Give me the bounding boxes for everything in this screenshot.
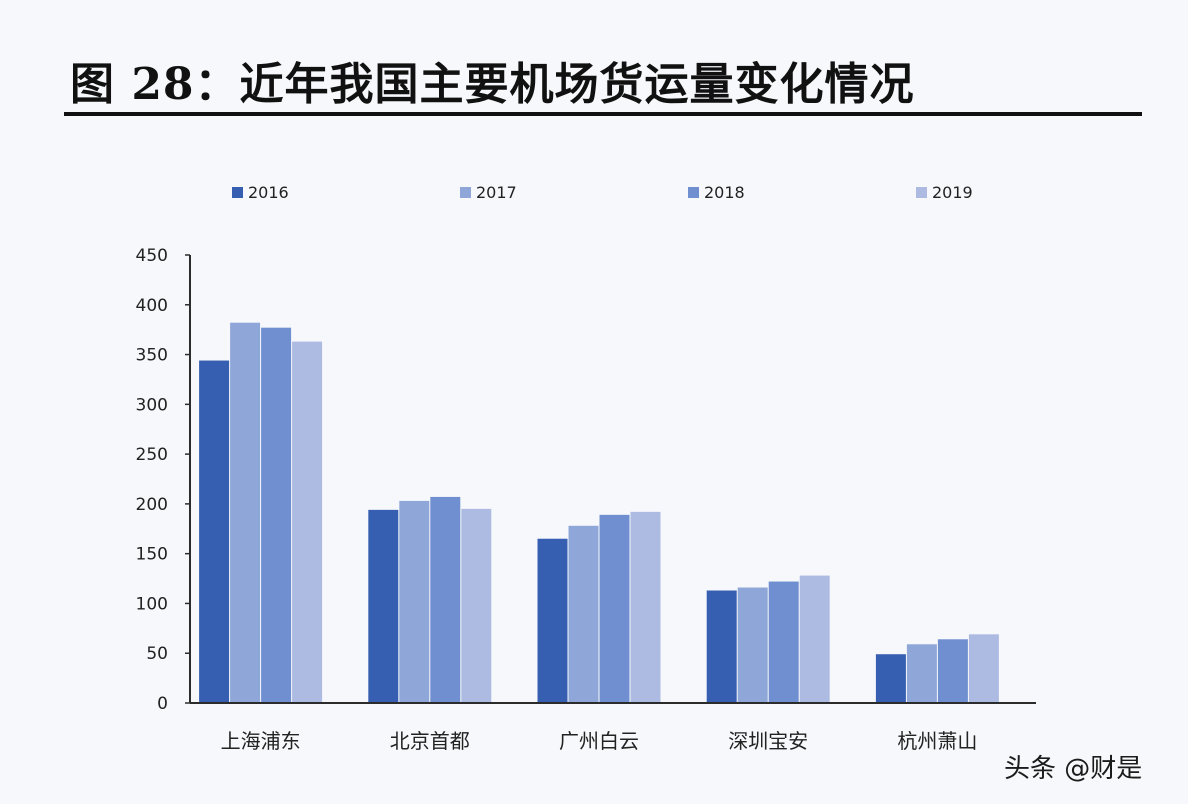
legend-swatch-2019 (916, 187, 927, 198)
bar-4-2016 (706, 590, 737, 703)
category-label-4: 深圳宝安 (728, 729, 808, 753)
y-tick-label-450: 450 (136, 246, 168, 266)
bar-1-2018 (261, 327, 292, 703)
bar-2-2017 (399, 500, 430, 703)
bar-5-2017 (906, 644, 937, 703)
category-label-5: 杭州萧山 (897, 729, 977, 753)
y-tick-label-100: 100 (136, 594, 168, 614)
title-rule (64, 112, 1142, 116)
legend-item-2018: 2018 (688, 183, 745, 202)
legend-item-2019: 2019 (916, 183, 973, 202)
legend-swatch-2016 (232, 187, 243, 198)
figure-title: 图 28：近年我国主要机场货运量变化情况 (70, 59, 915, 110)
y-tick-label-400: 400 (136, 296, 168, 316)
y-tick-label-150: 150 (136, 545, 168, 565)
bar-5-2016 (875, 654, 906, 703)
legend-label-2016: 2016 (248, 183, 289, 202)
y-tick-label-200: 200 (136, 495, 168, 515)
bars (199, 322, 999, 703)
bar-4-2019 (799, 575, 830, 703)
legend-swatch-2017 (460, 187, 471, 198)
bar-5-2018 (937, 639, 968, 703)
y-tick-label-0: 0 (157, 694, 168, 714)
legend: 2016 2017 2018 2019 (232, 183, 973, 202)
watermark: 头条 @财是 (1004, 754, 1143, 784)
y-tick-label-250: 250 (136, 445, 168, 465)
y-tick-label-350: 350 (136, 346, 168, 366)
axes (189, 255, 1036, 704)
y-tick-label-300: 300 (136, 395, 168, 415)
legend-label-2019: 2019 (932, 183, 973, 202)
bar-2-2019 (461, 508, 492, 703)
bar-3-2017 (568, 525, 599, 703)
bar-1-2017 (230, 322, 261, 703)
bar-1-2019 (292, 341, 323, 703)
bar-3-2019 (630, 511, 661, 703)
bar-5-2019 (968, 634, 999, 703)
bar-3-2018 (599, 514, 630, 703)
category-label-2: 北京首都 (390, 729, 470, 753)
bar-1-2016 (199, 360, 230, 703)
legend-item-2017: 2017 (460, 183, 517, 202)
y-tick-label-50: 50 (146, 644, 168, 664)
bar-2-2018 (430, 496, 461, 703)
legend-label-2018: 2018 (704, 183, 745, 202)
category-label-3: 广州白云 (559, 729, 639, 753)
bar-2-2016 (368, 509, 399, 703)
legend-item-2016: 2016 (232, 183, 289, 202)
bar-4-2017 (737, 587, 768, 703)
x-axis-categories: 上海浦东 北京首都 广州白云 深圳宝安 杭州萧山 (221, 729, 978, 753)
legend-label-2017: 2017 (476, 183, 517, 202)
category-label-1: 上海浦东 (221, 729, 301, 753)
bar-3-2016 (537, 538, 568, 703)
y-axis-ticks: 0 50 100 150 200 250 300 350 400 450 (136, 246, 190, 714)
legend-swatch-2018 (688, 187, 699, 198)
bar-4-2018 (768, 581, 799, 703)
